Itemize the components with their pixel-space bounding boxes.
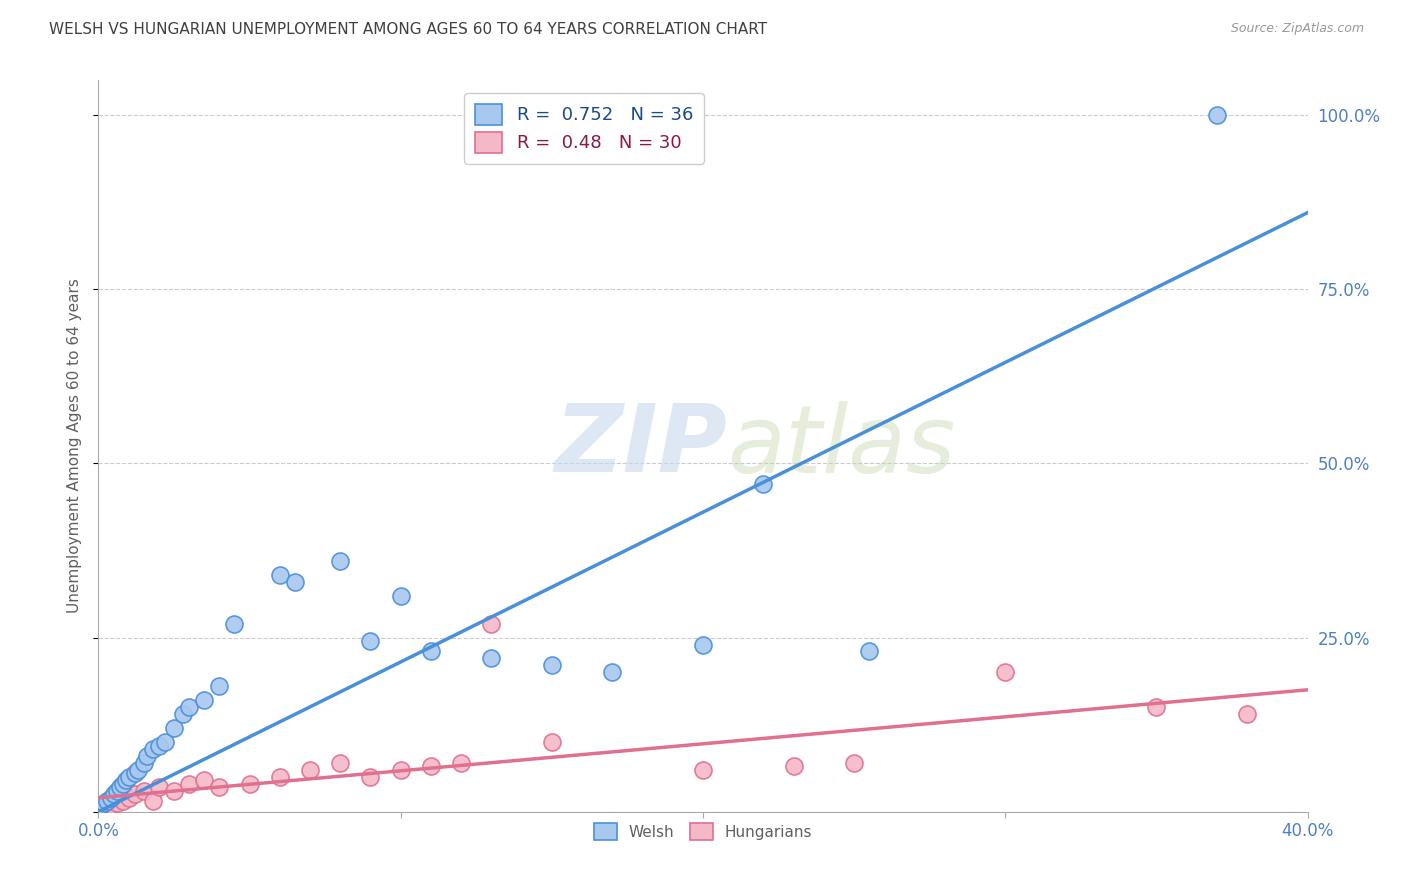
Point — [269, 770, 291, 784]
Point — [299, 763, 322, 777]
Point — [193, 773, 215, 788]
Point — [389, 763, 412, 777]
Point — [420, 759, 443, 773]
Point — [389, 589, 412, 603]
Point — [208, 679, 231, 693]
Point — [142, 794, 165, 808]
Point — [844, 756, 866, 770]
Point — [783, 759, 806, 773]
Point — [239, 777, 262, 791]
Point — [103, 787, 125, 801]
Point — [135, 749, 157, 764]
Point — [858, 644, 880, 658]
Text: ZIP: ZIP — [554, 400, 727, 492]
Point — [163, 721, 186, 735]
Point — [224, 616, 246, 631]
Point — [142, 742, 165, 756]
Point — [1206, 108, 1229, 122]
Point — [269, 567, 291, 582]
Point — [96, 794, 118, 808]
Point — [124, 766, 146, 780]
Point — [100, 790, 122, 805]
Point — [179, 700, 201, 714]
Text: WELSH VS HUNGARIAN UNEMPLOYMENT AMONG AGES 60 TO 64 YEARS CORRELATION CHART: WELSH VS HUNGARIAN UNEMPLOYMENT AMONG AG… — [49, 22, 768, 37]
Point — [420, 644, 443, 658]
Point — [481, 616, 503, 631]
Point — [540, 658, 562, 673]
Point — [163, 784, 186, 798]
Point — [90, 801, 112, 815]
Point — [114, 773, 136, 788]
Point — [360, 634, 382, 648]
Point — [994, 665, 1017, 680]
Point — [208, 780, 231, 795]
Point — [1144, 700, 1167, 714]
Point — [90, 797, 112, 812]
Point — [111, 777, 134, 791]
Point — [105, 797, 128, 811]
Legend: Welsh, Hungarians: Welsh, Hungarians — [586, 815, 820, 848]
Point — [148, 739, 170, 753]
Point — [360, 770, 382, 784]
Point — [540, 735, 562, 749]
Point — [153, 735, 176, 749]
Point — [124, 787, 146, 801]
Text: Source: ZipAtlas.com: Source: ZipAtlas.com — [1230, 22, 1364, 36]
Point — [602, 665, 624, 680]
Point — [111, 794, 134, 808]
Point — [118, 790, 141, 805]
Point — [148, 780, 170, 795]
Point — [1236, 707, 1258, 722]
Point — [132, 784, 155, 798]
Point — [105, 784, 128, 798]
Point — [127, 763, 149, 777]
Point — [450, 756, 472, 770]
Point — [692, 638, 714, 652]
Point — [93, 799, 115, 814]
Point — [93, 797, 115, 811]
Point — [118, 770, 141, 784]
Point — [100, 797, 122, 812]
Point — [329, 756, 352, 770]
Y-axis label: Unemployment Among Ages 60 to 64 years: Unemployment Among Ages 60 to 64 years — [67, 278, 83, 614]
Point — [132, 756, 155, 770]
Text: atlas: atlas — [727, 401, 956, 491]
Point — [692, 763, 714, 777]
Point — [193, 693, 215, 707]
Point — [481, 651, 503, 665]
Point — [329, 554, 352, 568]
Point — [179, 777, 201, 791]
Point — [172, 707, 194, 722]
Point — [284, 574, 307, 589]
Point — [108, 780, 131, 795]
Point — [752, 477, 775, 491]
